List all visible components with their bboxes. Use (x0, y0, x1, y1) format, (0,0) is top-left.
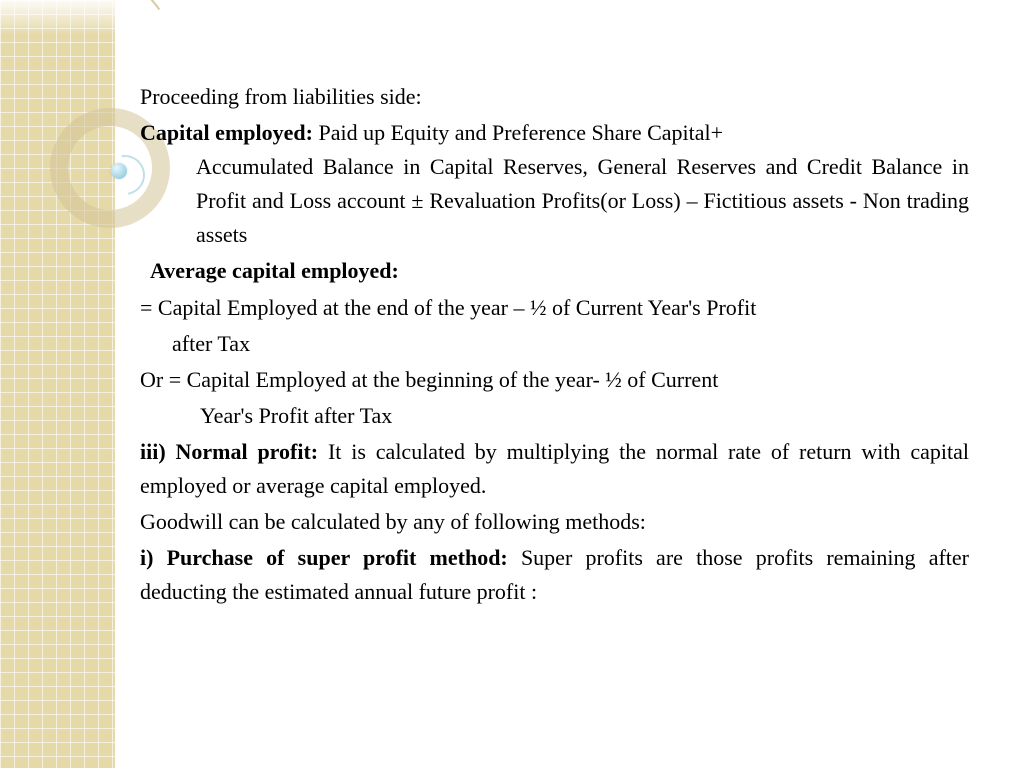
capital-employed-body: Accumulated Balance in Capital Reserves,… (140, 150, 969, 252)
goodwill-line: Goodwill can be calculated by any of fol… (140, 505, 969, 539)
intro-line: Proceeding from liabilities side: (140, 80, 969, 114)
super-profit-method-label: i) Purchase of super profit method: (140, 545, 508, 570)
super-profit-method-para: i) Purchase of super profit method: Supe… (140, 541, 969, 609)
ace-equation-2-cont: Year's Profit after Tax (140, 399, 969, 433)
ace-equation-2: Or = Capital Employed at the beginning o… (140, 363, 969, 397)
capital-employed-label: Capital employed: (140, 120, 313, 145)
capital-employed-lead: Paid up Equity and Preference Share Capi… (313, 120, 723, 145)
ace-equation-1-cont: after Tax (140, 327, 969, 361)
normal-profit-label: iii) Normal profit: (140, 439, 318, 464)
decor-dot (111, 163, 127, 179)
capital-employed-para: Capital employed: Paid up Equity and Pre… (140, 116, 969, 252)
normal-profit-para: iii) Normal profit: It is calculated by … (140, 435, 969, 503)
average-capital-employed-label: Average capital employed: (140, 254, 969, 288)
ace-equation-1: = Capital Employed at the end of the yea… (140, 291, 969, 325)
slide-content: Proceeding from liabilities side: Capita… (140, 80, 969, 609)
